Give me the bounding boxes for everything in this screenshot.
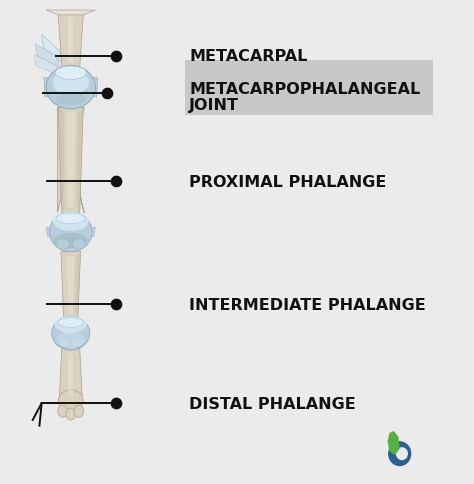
Point [112, 53, 119, 60]
Polygon shape [46, 227, 62, 237]
Ellipse shape [46, 66, 95, 110]
Ellipse shape [55, 67, 86, 80]
Text: DISTAL PHALANGE: DISTAL PHALANGE [189, 396, 356, 411]
Polygon shape [42, 35, 62, 64]
Polygon shape [46, 11, 95, 26]
Polygon shape [44, 78, 61, 98]
Ellipse shape [49, 212, 92, 252]
Text: METACARPOPHALANGEAL
JOINT: METACARPOPHALANGEAL JOINT [189, 82, 420, 113]
Point [112, 301, 119, 308]
Polygon shape [75, 252, 81, 319]
Ellipse shape [55, 94, 86, 106]
Polygon shape [34, 55, 58, 76]
Polygon shape [59, 349, 82, 401]
Ellipse shape [66, 408, 76, 420]
Point [112, 399, 119, 407]
Point [103, 90, 110, 98]
Polygon shape [68, 18, 73, 64]
Polygon shape [58, 16, 83, 69]
Polygon shape [77, 108, 83, 213]
Polygon shape [61, 252, 81, 319]
Polygon shape [67, 257, 74, 314]
Ellipse shape [58, 390, 83, 411]
Text: METACARPAL: METACARPAL [189, 49, 308, 64]
Polygon shape [81, 78, 98, 98]
Polygon shape [80, 227, 95, 237]
Ellipse shape [396, 447, 408, 460]
Point [112, 178, 119, 186]
Ellipse shape [72, 338, 83, 348]
Ellipse shape [53, 71, 89, 95]
Ellipse shape [55, 317, 87, 333]
Ellipse shape [388, 441, 411, 466]
Ellipse shape [56, 213, 85, 224]
Polygon shape [58, 108, 83, 213]
Ellipse shape [56, 334, 85, 348]
Polygon shape [68, 354, 73, 396]
Ellipse shape [56, 239, 69, 250]
Bar [185, 60, 433, 116]
Ellipse shape [52, 317, 90, 350]
Text: PROXIMAL PHALANGE: PROXIMAL PHALANGE [189, 174, 387, 189]
Polygon shape [66, 113, 75, 208]
Ellipse shape [56, 333, 85, 348]
Ellipse shape [53, 212, 89, 231]
Polygon shape [35, 45, 60, 69]
Ellipse shape [72, 239, 85, 250]
Polygon shape [57, 108, 84, 213]
Ellipse shape [74, 406, 84, 417]
Text: INTERMEDIATE PHALANGE: INTERMEDIATE PHALANGE [189, 297, 426, 312]
Polygon shape [388, 431, 400, 455]
Ellipse shape [54, 233, 88, 249]
Ellipse shape [58, 406, 68, 417]
Ellipse shape [58, 338, 70, 348]
Polygon shape [57, 108, 84, 213]
Ellipse shape [58, 318, 84, 328]
Polygon shape [58, 108, 64, 213]
